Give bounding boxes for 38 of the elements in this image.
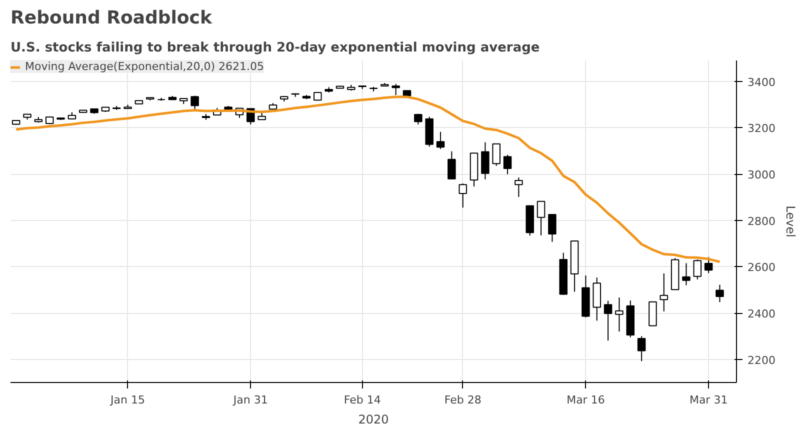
candlestick	[704, 256, 713, 274]
candlestick	[648, 301, 657, 326]
y-tick-label: 2200	[748, 354, 776, 367]
candlestick	[436, 131, 445, 150]
y-tick-label: 3000	[748, 168, 776, 182]
x-tick-label: Jan 15	[110, 394, 146, 406]
candlestick	[615, 296, 624, 332]
x-tick-label: Jan 31	[232, 394, 268, 406]
y-tick-label: 2400	[748, 308, 776, 321]
x-tick-label: Feb 28	[444, 394, 482, 406]
candlestick	[448, 150, 456, 180]
candlestick	[660, 272, 668, 312]
candlestick	[548, 214, 556, 242]
chart-subtitle: U.S. stocks failing to break through 20-day exponential moving average	[10, 40, 540, 56]
candlestick	[392, 83, 400, 96]
y-tick-label: 2800	[748, 214, 776, 228]
chart-title: Rebound Roadblock	[10, 8, 213, 28]
y-tick-label: 2600	[748, 261, 776, 274]
candlestick	[481, 142, 490, 180]
candlestick	[458, 183, 467, 208]
x-tick-label: Feb 14	[344, 394, 381, 406]
candlestick	[682, 262, 690, 286]
y-tick-label: 3400	[748, 76, 776, 89]
candlestick	[604, 300, 612, 342]
candlestick	[716, 284, 724, 303]
candlestick	[514, 176, 523, 198]
y-tick-label: 3200	[748, 122, 776, 136]
candlestick	[637, 336, 646, 362]
legend-label: Moving Average(Exponential,20,0) 2621.05	[25, 60, 264, 73]
candlestick	[492, 143, 500, 166]
candlestick	[503, 154, 512, 175]
x-axis-title: 2020	[358, 412, 389, 426]
x-tick-label: Mar 31	[689, 394, 728, 406]
y-axis-title: Level	[783, 206, 798, 238]
candlestick	[190, 95, 199, 110]
candlestick	[693, 258, 702, 280]
x-tick-label: Mar 16	[566, 394, 605, 406]
candlestick	[536, 200, 546, 236]
